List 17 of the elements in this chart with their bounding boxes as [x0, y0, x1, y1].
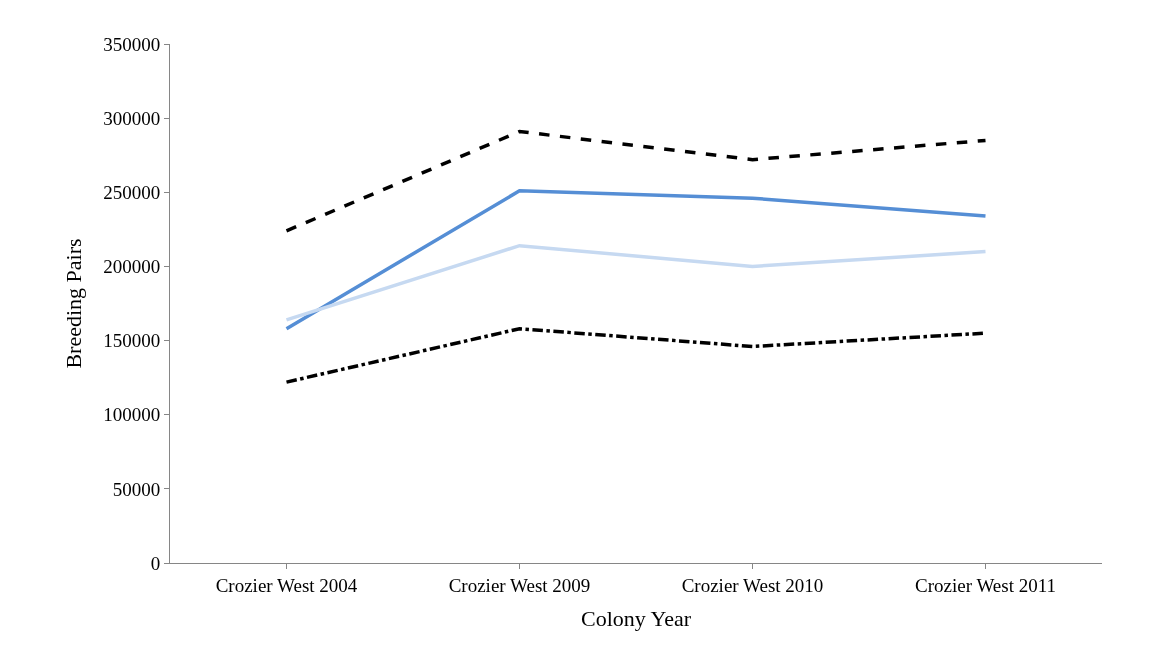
- y-tick-label: 50000: [112, 478, 161, 500]
- y-tick-label: 200000: [103, 256, 161, 278]
- line-series: [284, 243, 988, 322]
- line-series: [284, 189, 988, 331]
- y-axis-title: Breeding Pairs: [61, 238, 86, 369]
- x-tick-label: Crozier West 2009: [448, 574, 591, 596]
- y-tick-label: 350000: [103, 33, 161, 55]
- line-series: [284, 129, 988, 233]
- x-axis-title: Colony Year: [580, 605, 692, 631]
- x-tick-label: Crozier West 2004: [215, 574, 358, 596]
- y-tick-label: 300000: [103, 107, 161, 129]
- x-tick-label: Crozier West 2010: [681, 574, 824, 596]
- y-tick-label: 0: [150, 552, 161, 574]
- y-tick-label: 250000: [103, 181, 161, 203]
- y-tick-label: 100000: [103, 404, 161, 426]
- y-tick-label: 150000: [103, 330, 161, 352]
- x-tick-label: Crozier West 2011: [915, 574, 1056, 596]
